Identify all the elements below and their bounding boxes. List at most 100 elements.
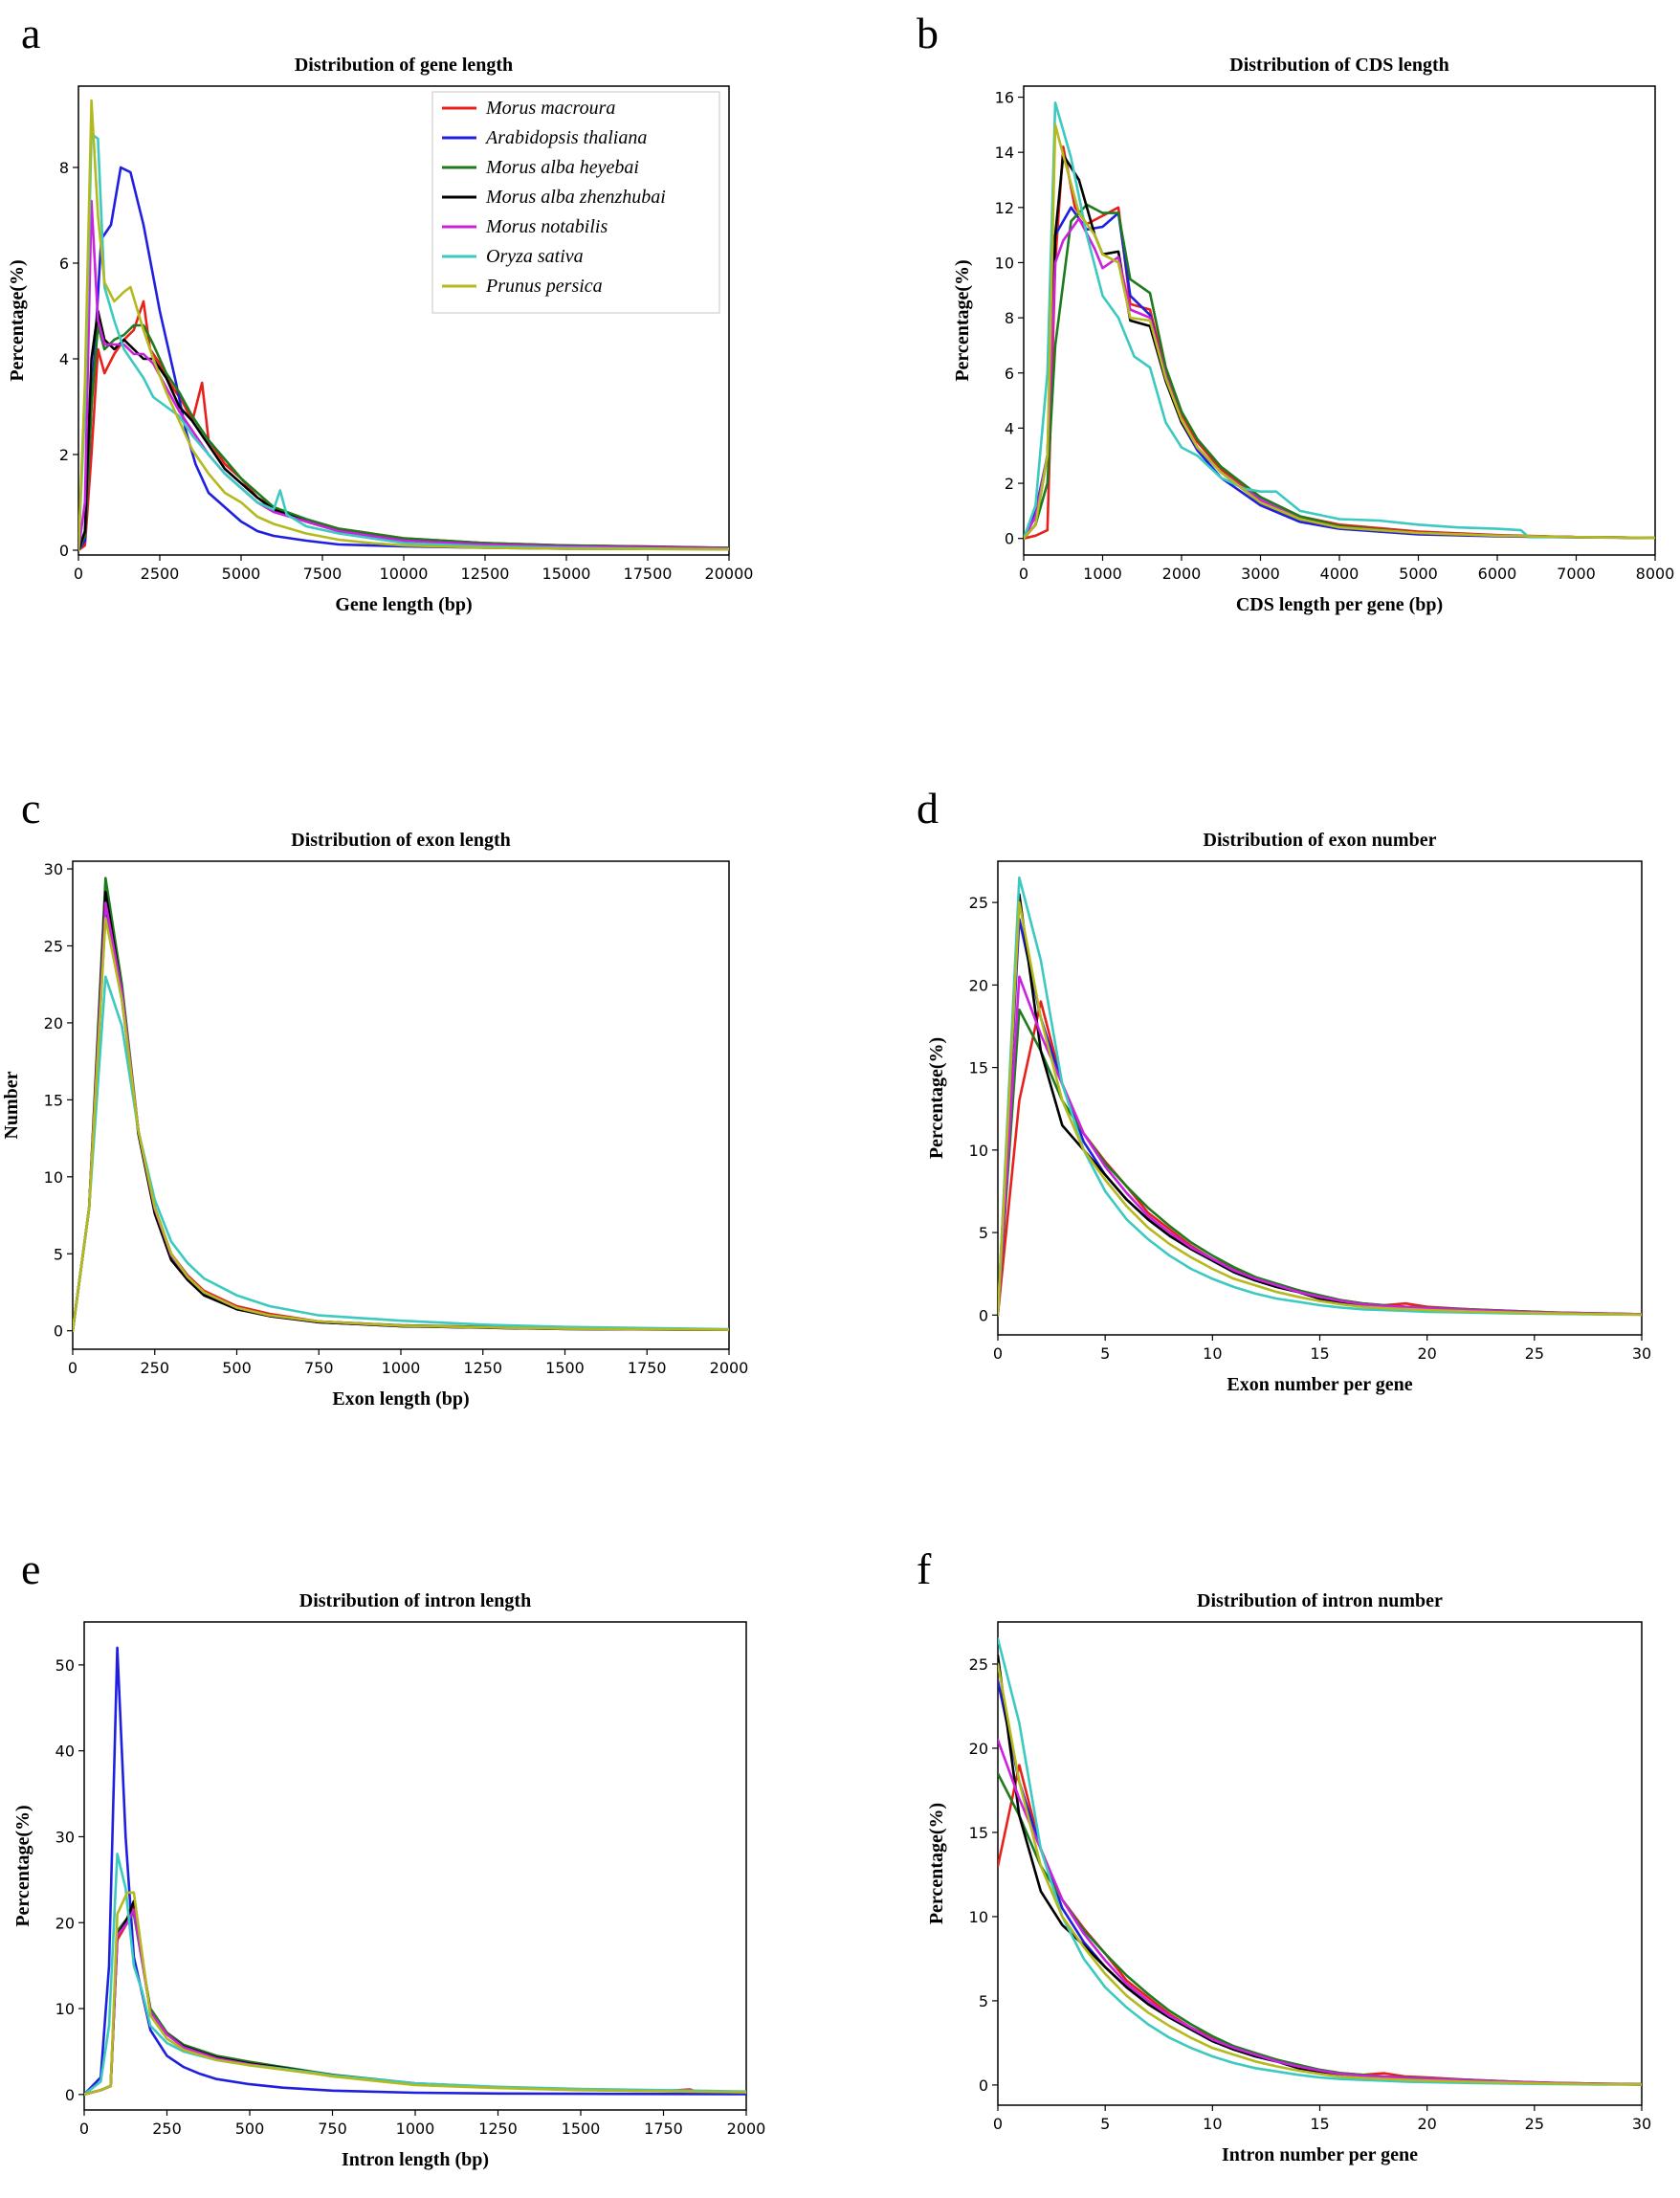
panel-d-y-tick-label: 20	[969, 976, 988, 994]
panel-a-legend-label-morus-alba-heyebai: Morus alba heyebai	[485, 157, 639, 178]
panel-d-x-tick-label: 30	[1632, 1344, 1651, 1363]
panel-a-y-tick-label: 8	[59, 159, 69, 177]
panel-d-letter: d	[917, 784, 939, 833]
panel-d-y-tick-label: 10	[969, 1142, 988, 1160]
panel-e-series-prunus-persica	[84, 1891, 746, 2097]
panel-a-series-morus-alba-zhenzhubai	[78, 309, 729, 552]
panel-c-y-tick-label: 20	[44, 1014, 63, 1032]
panel-b-series-morus-macroura	[1024, 145, 1655, 540]
panel-a-y-axis-label: Percentage(%)	[7, 259, 28, 381]
panel-e-series-arabidopsis-thaliana	[84, 1646, 746, 2097]
panel-b-y-tick-label: 0	[1005, 530, 1014, 548]
panel-a-series-prunus-persica	[78, 99, 729, 552]
panel-f-series-oryza-sativa	[998, 1637, 1642, 2086]
panel-f-y-tick-label: 15	[969, 1824, 988, 1842]
panel-e-y-tick-label: 0	[65, 2086, 75, 2104]
panel-f-series-morus-alba-zhenzhubai	[998, 1654, 1642, 2086]
panel-d-y-axis-label: Percentage(%)	[926, 1037, 947, 1159]
panel-e-x-tick-label: 1750	[644, 2120, 683, 2138]
panel-e-y-tick-label: 20	[55, 1914, 75, 1932]
panel-b-x-tick-label: 2000	[1162, 565, 1202, 583]
panel-d-x-tick-label: 5	[1100, 1344, 1110, 1363]
panel-f-letter: f	[917, 1544, 932, 1593]
panel-c-y-tick-label: 25	[44, 937, 63, 955]
panel-a-legend-label-prunus-persica: Prunus persica	[485, 276, 603, 297]
panel-a-series-arabidopsis-thaliana	[78, 166, 729, 552]
panel-c-y-tick-label: 30	[44, 860, 63, 878]
panel-f-x-tick-label: 25	[1525, 2115, 1544, 2133]
panel-c-title: Distribution of exon length	[291, 830, 510, 851]
panel-d-series-morus-notabilis	[998, 975, 1642, 1317]
panel-d-y-tick-label: 5	[979, 1224, 988, 1242]
panel-a-x-tick-label: 0	[74, 565, 83, 583]
panel-c-x-tick-label: 1750	[628, 1359, 667, 1377]
panel-c-y-tick-label: 5	[54, 1245, 63, 1263]
panel-d-plot-frame	[997, 860, 1643, 1336]
panel-a-x-tick-label: 5000	[222, 565, 261, 583]
panel-f-x-tick-label: 0	[993, 2115, 1003, 2133]
panel-c-y-axis-label: Number	[1, 1071, 22, 1139]
panel-f-series-morus-macroura	[998, 1764, 1642, 2086]
panel-e-x-tick-label: 250	[152, 2120, 182, 2138]
panel-e-letter: e	[21, 1544, 40, 1593]
panel-d-series-oryza-sativa	[998, 876, 1642, 1317]
panel-b-y-axis-label: Percentage(%)	[952, 259, 973, 381]
panel-b-x-tick-label: 7000	[1557, 565, 1596, 583]
panel-a-x-tick-label: 12500	[461, 565, 510, 583]
panel-d-y-tick-label: 25	[969, 894, 988, 912]
panel-e-x-tick-label: 750	[318, 2120, 347, 2138]
panel-c-series-morus-alba-heyebai	[73, 877, 729, 1332]
panel-e-x-axis-label: Intron length (bp)	[342, 2149, 489, 2170]
panel-b-series-oryza-sativa	[1024, 101, 1655, 540]
panel-a-legend	[431, 91, 720, 314]
panel-b-series-prunus-persica	[1024, 123, 1655, 540]
panel-f-plot-frame	[997, 1621, 1643, 2106]
panel-e-series-morus-alba-zhenzhubai	[84, 1899, 746, 2097]
panel-c-x-tick-label: 750	[304, 1359, 334, 1377]
panel-c-series-morus-notabilis	[73, 901, 729, 1332]
panel-e-y-tick-label: 30	[55, 1828, 75, 1846]
panel-e-x-tick-label: 1500	[562, 2120, 601, 2138]
panel-e-y-tick-label: 50	[55, 1656, 75, 1675]
panel-c-y-tick-label: 10	[44, 1168, 63, 1187]
panel-d-x-tick-label: 20	[1417, 1344, 1436, 1363]
panel-f-series-morus-notabilis	[998, 1738, 1642, 2086]
panel-b-x-tick-label: 3000	[1241, 565, 1280, 583]
panel-e-x-tick-label: 1250	[478, 2120, 518, 2138]
panel-c-x-tick-label: 1000	[382, 1359, 421, 1377]
panel-f-x-tick-label: 10	[1203, 2115, 1222, 2133]
panel-c-x-tick-label: 1500	[545, 1359, 585, 1377]
panel-d-y-tick-label: 0	[979, 1306, 988, 1324]
panel-f-x-axis-label: Intron number per gene	[1222, 2144, 1418, 2165]
panel-a-x-axis-label: Gene length (bp)	[335, 594, 472, 615]
panel-d-x-axis-label: Exon number per gene	[1227, 1374, 1412, 1395]
panel-a-series-morus-alba-heyebai	[78, 323, 729, 552]
panel-a-y-tick-label: 0	[59, 542, 69, 560]
panel-c-x-tick-label: 500	[222, 1359, 252, 1377]
panel-f-y-tick-label: 0	[979, 2076, 988, 2095]
panel-b-y-tick-label: 8	[1005, 309, 1014, 327]
panel-b-x-tick-label: 6000	[1478, 565, 1517, 583]
panel-c-series-morus-macroura	[73, 898, 729, 1332]
panel-f-y-tick-label: 5	[979, 1992, 988, 2010]
panel-e-y-tick-label: 10	[55, 2000, 75, 2018]
panel-c-y-tick-label: 0	[54, 1322, 63, 1341]
panel-b-x-tick-label: 4000	[1320, 565, 1359, 583]
panel-c-series-morus-alba-zhenzhubai	[73, 890, 729, 1332]
panel-a-legend-label-morus-notabilis: Morus notabilis	[485, 216, 608, 237]
panel-a-series-morus-notabilis	[78, 199, 729, 552]
panel-a-x-tick-label: 10000	[380, 565, 429, 583]
panel-e-title: Distribution of intron length	[299, 1590, 531, 1611]
panel-d-x-tick-label: 15	[1310, 1344, 1329, 1363]
panel-c-series-prunus-persica	[73, 917, 729, 1332]
panel-b-y-tick-label: 12	[995, 199, 1014, 217]
panel-b-y-tick-label: 14	[995, 144, 1014, 162]
panel-b-y-tick-label: 10	[995, 254, 1014, 272]
panel-a-legend-label-morus-alba-zhenzhubai: Morus alba zhenzhubai	[485, 187, 666, 208]
panel-a-series-oryza-sativa	[78, 132, 729, 552]
panel-a-y-tick-label: 2	[59, 446, 69, 464]
panel-f-y-tick-label: 10	[969, 1908, 988, 1926]
panel-e-x-tick-label: 500	[235, 2120, 265, 2138]
panel-e-plot-frame	[83, 1621, 747, 2111]
